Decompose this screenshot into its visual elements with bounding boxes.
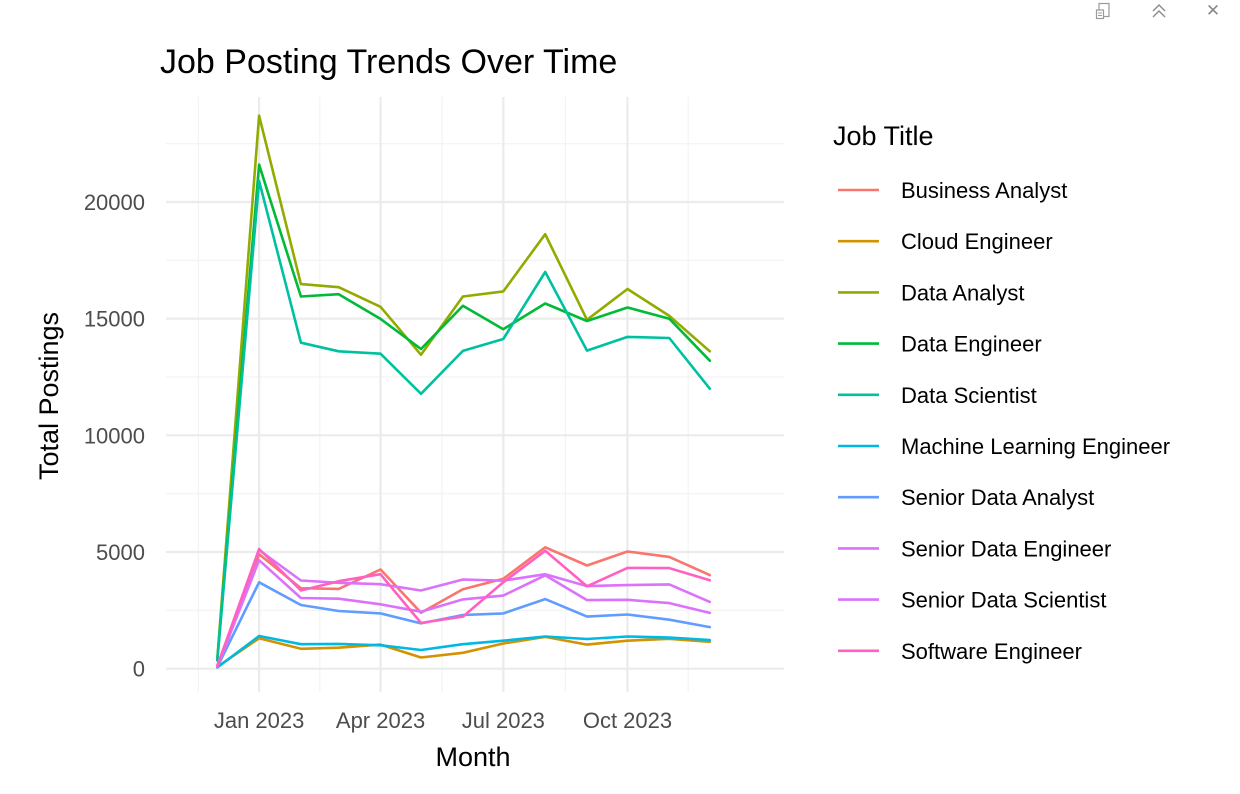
legend-label-data-engineer: Data Engineer (901, 332, 1042, 357)
collapse-icon[interactable] (1146, 0, 1172, 22)
legend-label-data-analyst: Data Analyst (901, 280, 1025, 305)
close-icon[interactable]: ✕ (1200, 0, 1226, 22)
series-line-cloud-engineer (216, 635, 712, 669)
y-tick-label: 15000 (84, 307, 145, 332)
legend-label-business-analyst: Business Analyst (901, 178, 1067, 203)
x-tick-label: Jul 2023 (462, 708, 545, 733)
major-gridlines (166, 97, 784, 692)
close-glyph: ✕ (1205, 1, 1221, 20)
chart-title: Job Posting Trends Over Time (160, 43, 617, 81)
series-line-machine-learning-engineer (216, 634, 712, 669)
tick-labels: 0 5000 10000 15000 20000 Jan 2023 Apr 2023 Jul … (84, 190, 672, 733)
series-line-senior-data-engineer (216, 548, 712, 668)
y-tick-label: 0 (133, 657, 145, 682)
y-axis-title: Total Postings (34, 312, 64, 480)
series-line-data-analyst (216, 114, 712, 661)
y-tick-label: 10000 (84, 423, 145, 448)
series-line-business-analyst (216, 545, 712, 667)
export-icon-glyph (1095, 2, 1110, 20)
double-chevron-up-icon (1152, 4, 1166, 18)
series-line-data-engineer (216, 163, 712, 662)
x-tick-label: Jan 2023 (214, 708, 305, 733)
legend-label-senior-data-engineer: Senior Data Engineer (901, 536, 1111, 561)
legend-label-data-scientist: Data Scientist (901, 383, 1037, 408)
x-axis-title: Month (435, 742, 510, 772)
export-icon[interactable] (1090, 0, 1116, 22)
series-line-data-scientist (216, 179, 712, 662)
legend-title: Job Title (833, 121, 934, 151)
legend-label-senior-data-scientist: Senior Data Scientist (901, 588, 1106, 613)
y-tick-label: 20000 (84, 190, 145, 215)
series-line-software-engineer (216, 547, 712, 668)
series-line-senior-data-scientist (216, 558, 712, 668)
series-line-senior-data-analyst (216, 580, 712, 669)
legend: Job Title Business Analyst Cloud Engineer… (833, 121, 1170, 664)
minor-gridlines (166, 97, 784, 692)
series-lines (216, 114, 712, 669)
legend-label-senior-data-analyst: Senior Data Analyst (901, 485, 1094, 510)
legend-label-cloud-engineer: Cloud Engineer (901, 229, 1053, 254)
y-tick-label: 5000 (96, 540, 145, 565)
legend-label-machine-learning-engineer: Machine Learning Engineer (901, 434, 1170, 459)
x-tick-label: Oct 2023 (583, 708, 672, 733)
x-tick-label: Apr 2023 (336, 708, 425, 733)
viewer-toolbar: ✕ (1090, 0, 1240, 24)
legend-label-software-engineer: Software Engineer (901, 639, 1082, 664)
